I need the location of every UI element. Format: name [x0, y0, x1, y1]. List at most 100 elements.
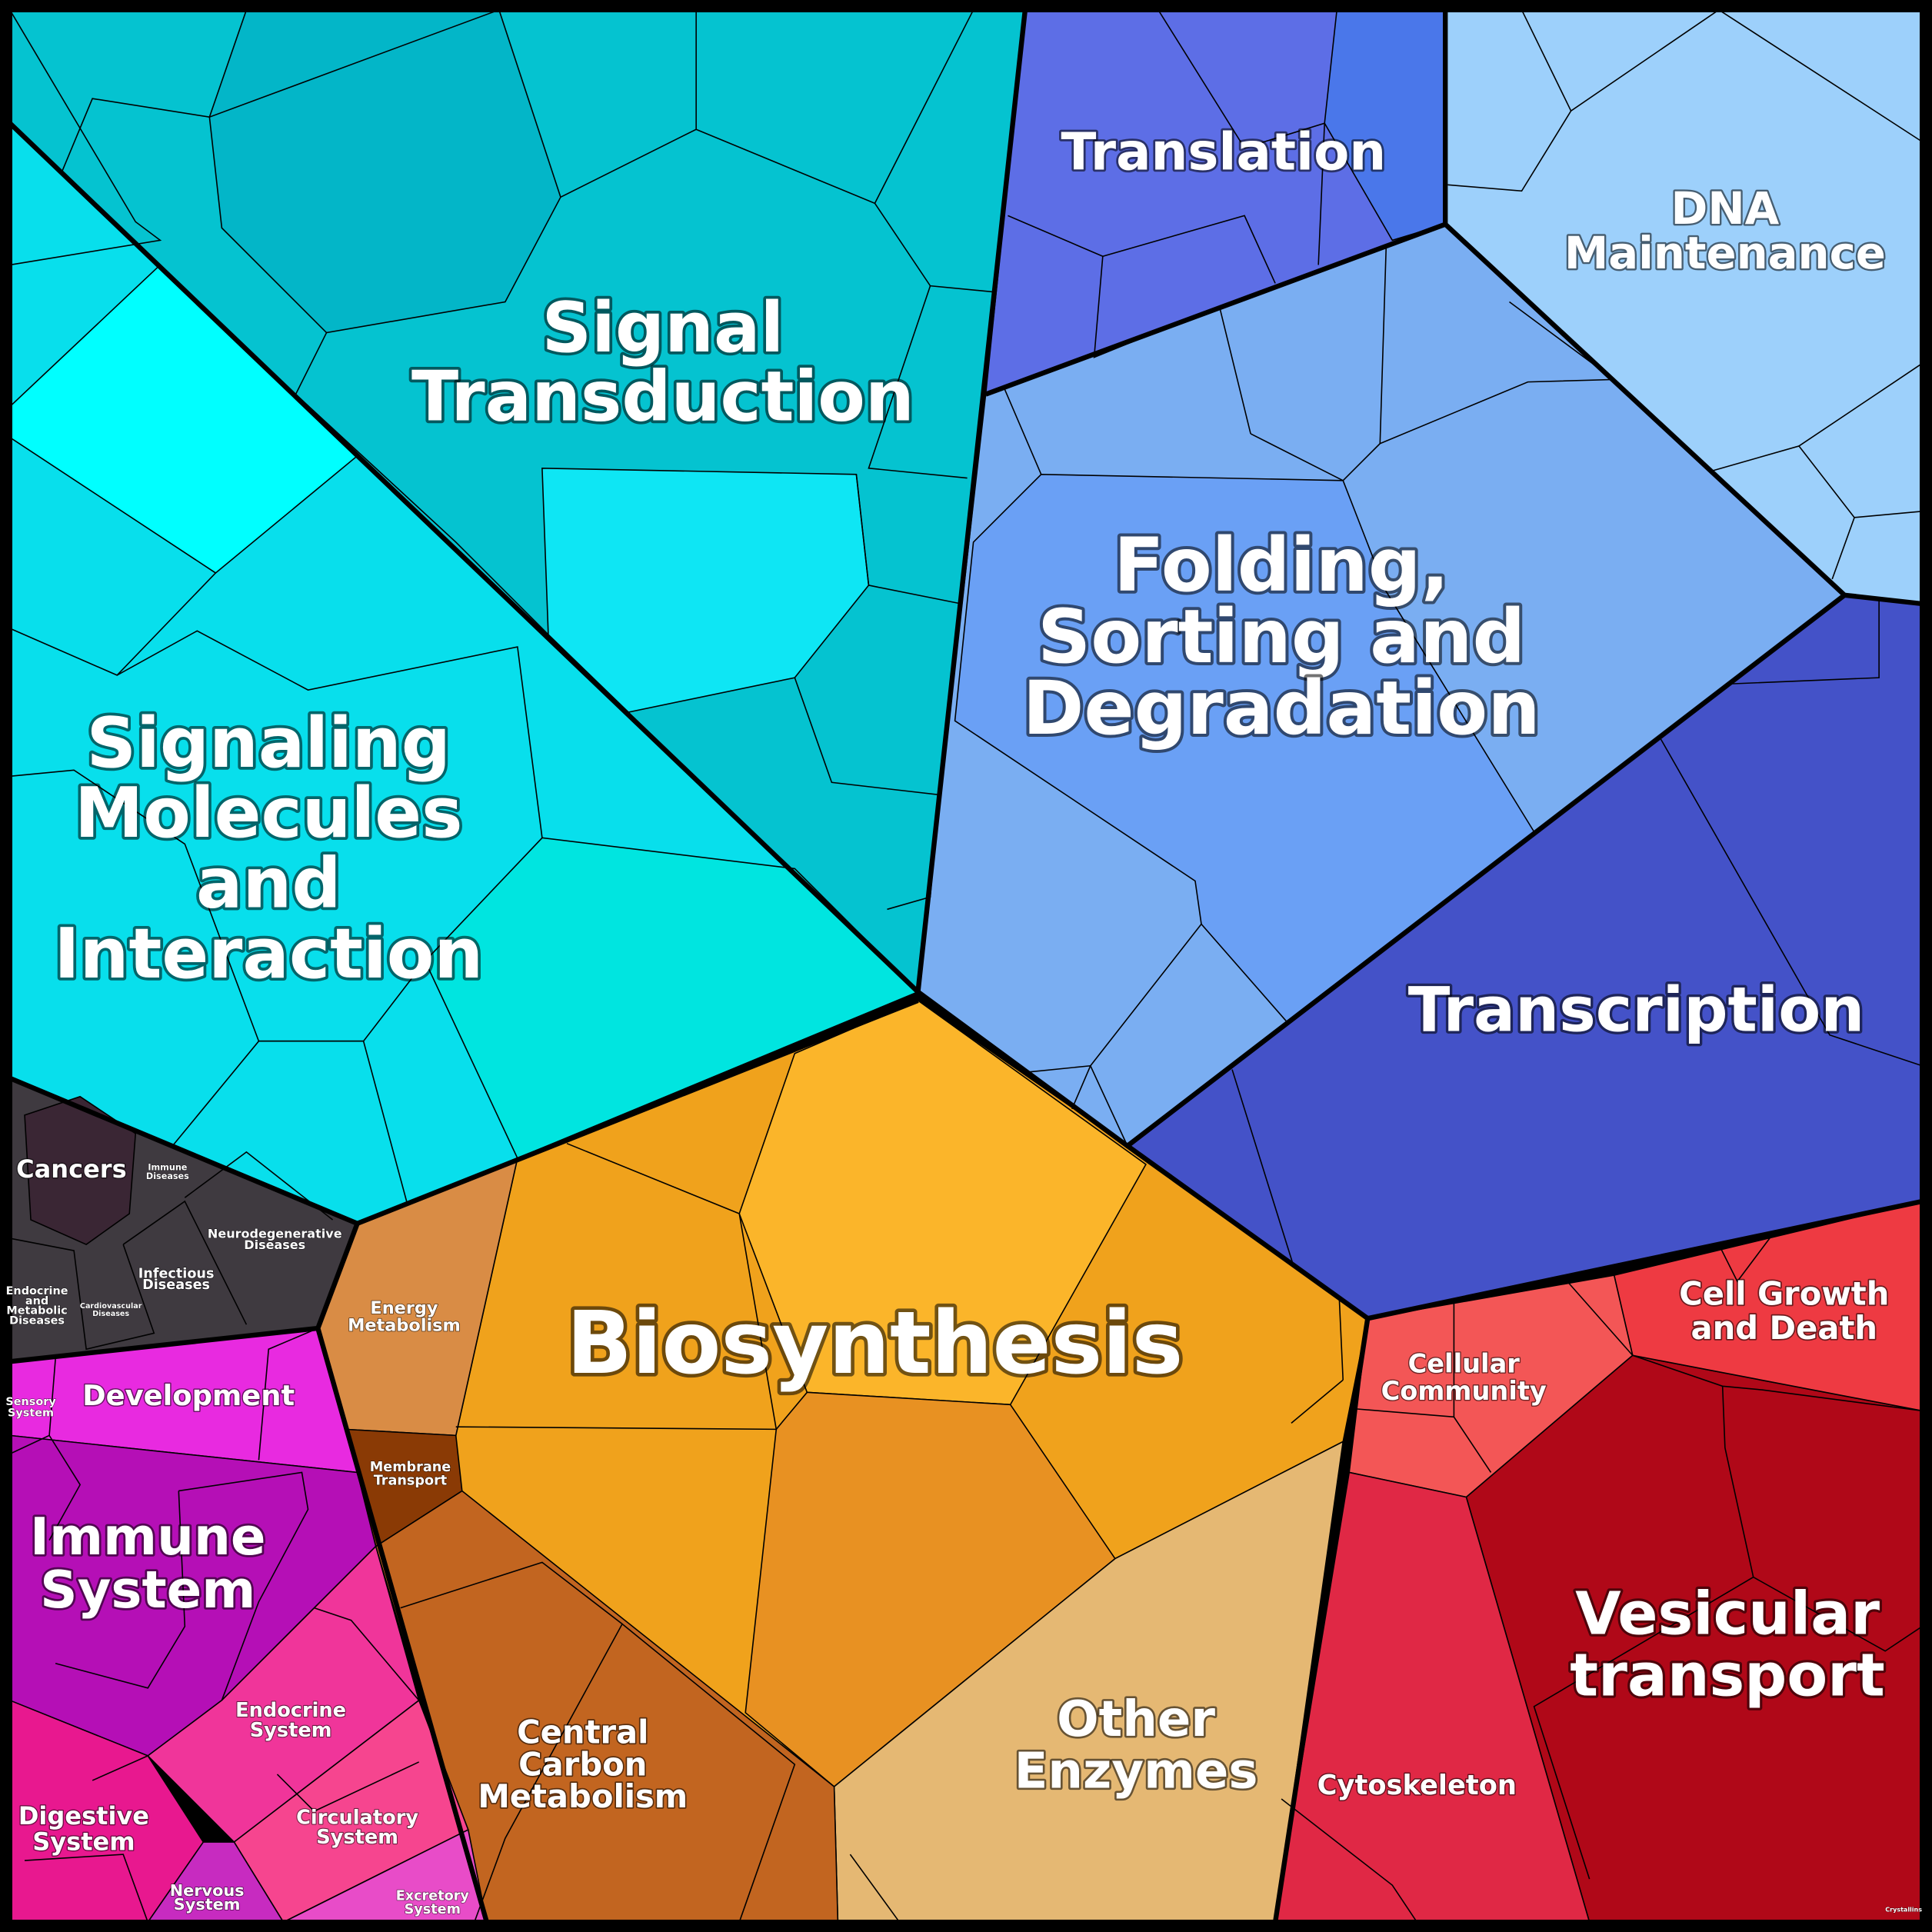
region-label: Membrane	[370, 1460, 451, 1475]
labels: SignalTransductionSignalingMoleculesandI…	[5, 120, 1923, 1918]
region-label: Biosynthesis	[566, 1294, 1183, 1394]
border	[1379, 301, 1617, 445]
border	[9, 1325, 318, 1364]
region-label: Infectious	[138, 1267, 215, 1282]
region-label: Diseases	[92, 1310, 129, 1318]
region-label: Folding,	[1114, 522, 1449, 608]
region-label: System	[8, 1407, 54, 1420]
border	[92, 1755, 148, 1781]
border	[1338, 1300, 1344, 1381]
region-label: Other	[1057, 1691, 1215, 1748]
border	[116, 630, 543, 838]
region-label: Central	[517, 1714, 648, 1751]
region-label: Diseases	[142, 1277, 210, 1293]
cell	[1348, 1274, 1634, 1498]
region-label: Immune	[148, 1163, 187, 1173]
region-label: Interaction	[54, 914, 483, 994]
region-label: Molecules	[75, 774, 463, 854]
border	[1447, 9, 1720, 192]
border	[178, 1471, 309, 1701]
region-label: Excretory	[396, 1889, 470, 1904]
border	[122, 1200, 248, 1325]
region-label: System	[405, 1902, 461, 1917]
border	[184, 1151, 334, 1221]
border	[1521, 9, 1572, 112]
region-label: System	[250, 1719, 332, 1742]
region-label: Community	[1381, 1376, 1547, 1406]
region-label: Cytoskeleton	[1317, 1770, 1517, 1801]
region-label: DNA	[1671, 182, 1779, 235]
border	[48, 1358, 56, 1436]
border	[1272, 1317, 1371, 1923]
region-label: Metabolism	[478, 1777, 688, 1815]
border	[1349, 1407, 1454, 1418]
border	[55, 1491, 186, 1689]
region-label: Transduction	[411, 358, 914, 438]
region-label: Energy	[370, 1298, 438, 1318]
border	[560, 9, 697, 198]
border	[61, 9, 500, 173]
region-label: Signaling	[86, 704, 451, 784]
region-label: Cell Growth	[1679, 1274, 1889, 1312]
border	[9, 769, 426, 1042]
region-label: Crystallins	[1885, 1907, 1922, 1914]
region-label: System	[174, 1895, 241, 1914]
cell	[24, 1095, 137, 1245]
border	[1660, 738, 1923, 1067]
border	[1231, 1069, 1294, 1267]
border	[9, 1434, 82, 1541]
region-label: Metabolism	[348, 1315, 461, 1335]
region-label: Degradation	[1023, 665, 1541, 751]
region-label: Signal	[542, 288, 784, 368]
border	[1632, 1354, 1923, 1412]
region-label: System	[316, 1826, 398, 1849]
border	[1798, 362, 1923, 447]
border	[258, 1327, 318, 1461]
inner-borders	[9, 9, 1923, 1923]
region-label: Metabolic	[6, 1305, 67, 1317]
cells	[9, 9, 1923, 1924]
border	[9, 9, 162, 266]
region-label: Sensory	[5, 1396, 56, 1408]
region-label: Circulatory	[296, 1807, 418, 1830]
border	[276, 1761, 420, 1812]
border	[1854, 511, 1923, 518]
region-label: Enzymes	[1014, 1744, 1258, 1800]
border	[1008, 215, 1276, 284]
border	[849, 1854, 901, 1923]
border	[1281, 1798, 1418, 1923]
region-label: Vesicular	[1575, 1580, 1880, 1648]
border	[1730, 600, 1880, 685]
region-label: and	[196, 844, 341, 924]
border	[1291, 1379, 1344, 1424]
region-label: Immune	[30, 1507, 266, 1567]
region-label: Endocrine	[235, 1699, 346, 1722]
region-label: Carbon	[518, 1745, 647, 1783]
region-label: System	[40, 1560, 255, 1620]
region-label: Cancers	[16, 1154, 127, 1184]
region-label: Endocrine	[6, 1285, 68, 1297]
border	[1158, 9, 1326, 265]
border	[1753, 1576, 1923, 1652]
border	[1718, 9, 1923, 142]
region-label: Neurodegenerative	[208, 1227, 342, 1241]
region-label: Nervous	[170, 1881, 245, 1900]
region-label: transport	[1570, 1642, 1885, 1710]
region-label: Sorting and	[1038, 594, 1525, 680]
border	[1567, 1281, 1634, 1356]
border	[314, 1607, 420, 1701]
border	[295, 332, 549, 635]
region-label: Digestive	[18, 1801, 149, 1830]
border	[1718, 1231, 1775, 1283]
region-label: Translation	[1061, 122, 1386, 182]
region-label: Transport	[374, 1474, 448, 1489]
border	[1028, 1064, 1092, 1110]
region-label: and	[25, 1295, 48, 1307]
region-label: and Death	[1690, 1309, 1877, 1347]
region-label: Cellular	[1408, 1349, 1521, 1379]
border	[621, 1623, 796, 1923]
border	[1712, 445, 1855, 580]
